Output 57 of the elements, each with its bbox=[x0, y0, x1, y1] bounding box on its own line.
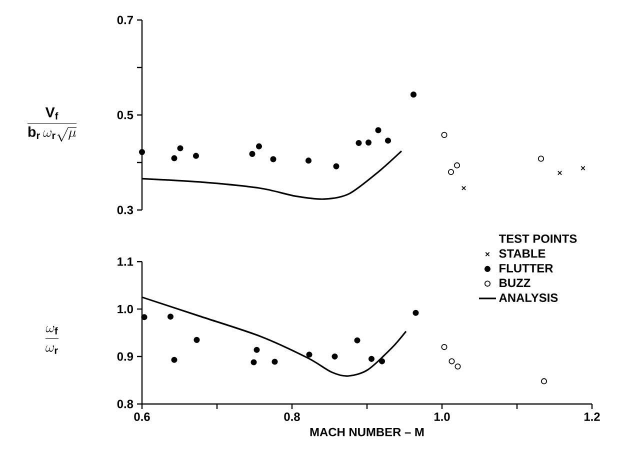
y-tick-label: 1.1 bbox=[118, 257, 134, 266]
point bbox=[441, 132, 448, 138]
point bbox=[384, 138, 392, 144]
legend-label: BUZZ bbox=[500, 278, 530, 288]
y-tick-label: 0.8 bbox=[117, 400, 134, 408]
x-tick-label: 0.8 bbox=[284, 412, 300, 421]
y-axis-title: $\dfrac{\omega_{\mathbf{f}}}{\omega_{\mathbf{r}}}$ bbox=[45, 326, 59, 354]
x-tick-label: 1.0 bbox=[434, 412, 450, 421]
point bbox=[538, 156, 544, 162]
point bbox=[306, 352, 312, 358]
point bbox=[580, 166, 586, 170]
point bbox=[368, 356, 375, 362]
point bbox=[412, 310, 419, 316]
point bbox=[171, 356, 178, 363]
point bbox=[167, 314, 174, 320]
point bbox=[254, 346, 260, 353]
point bbox=[194, 336, 200, 343]
point bbox=[270, 156, 276, 162]
point bbox=[441, 344, 448, 350]
legend-title: TEST POINTS bbox=[498, 234, 577, 243]
point bbox=[333, 163, 340, 170]
legend-label: STABLE bbox=[499, 249, 546, 258]
point bbox=[272, 358, 278, 365]
y-tick-label: 0.7 bbox=[117, 16, 133, 24]
point bbox=[305, 158, 312, 164]
point bbox=[250, 359, 257, 366]
point bbox=[171, 155, 178, 162]
point bbox=[454, 162, 460, 168]
point bbox=[249, 150, 256, 157]
point bbox=[410, 92, 417, 98]
point bbox=[177, 145, 184, 152]
y-tick-label: 0.5 bbox=[117, 110, 134, 120]
point bbox=[461, 186, 466, 190]
y-axis-title: $\dfrac{\mathbf{V}_{\mathbf{f}}}{\mathbf{b}_{\mathbf{r}}\,\omega_{\mathbf{r}}\sqrt{\mu}}$ bbox=[27, 107, 77, 142]
legend-label: ANALYSIS bbox=[499, 294, 558, 302]
point bbox=[365, 140, 372, 146]
point bbox=[354, 337, 360, 344]
point bbox=[192, 152, 200, 159]
point bbox=[138, 149, 146, 156]
y-tick-label: 0.9 bbox=[117, 352, 134, 361]
x-tick-label: 1.2 bbox=[584, 412, 600, 421]
y-tick-label: 0.3 bbox=[117, 206, 134, 214]
point bbox=[378, 358, 386, 364]
point bbox=[375, 127, 382, 134]
y-tick-label: 1.0 bbox=[118, 304, 133, 314]
point bbox=[540, 378, 548, 384]
point bbox=[256, 143, 262, 150]
point bbox=[332, 353, 338, 360]
point bbox=[448, 168, 454, 176]
point bbox=[448, 358, 455, 364]
point bbox=[356, 140, 362, 146]
point bbox=[141, 314, 148, 320]
x-axis-title: MACH NUMBER – M bbox=[310, 428, 424, 436]
point bbox=[557, 170, 562, 176]
legend-label: FLUTTER bbox=[500, 264, 554, 272]
x-tick-label: 0.6 bbox=[134, 412, 150, 421]
point bbox=[454, 363, 461, 370]
